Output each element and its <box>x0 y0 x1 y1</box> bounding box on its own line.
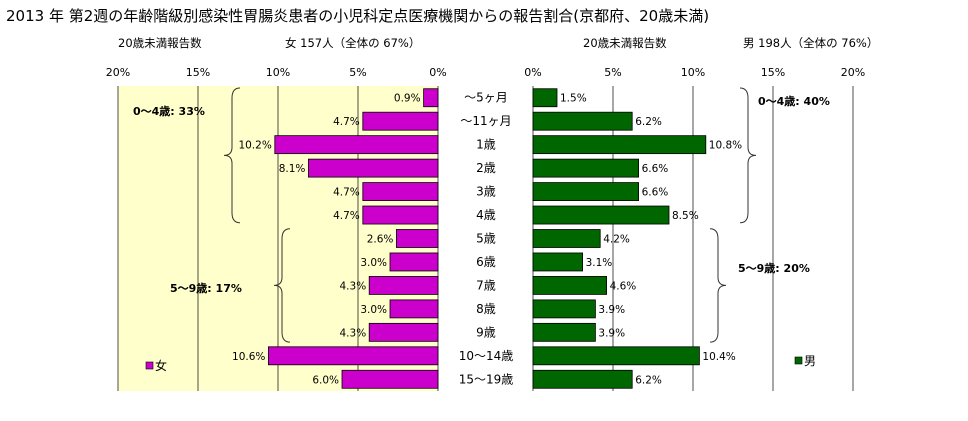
male-bar-label: 6.2% <box>635 116 662 128</box>
male-bar <box>532 299 596 319</box>
male-bar-label: 6.6% <box>642 163 669 175</box>
male-bar <box>532 182 639 201</box>
female-bar <box>341 369 439 389</box>
male-x-tick-label: 20% <box>841 66 865 79</box>
female-bar-label: 4.7% <box>333 187 360 199</box>
chart-title: 2013 年 第2週の年齢階級別感染性胃腸炎患者の小児科定点医療機関からの報告割… <box>6 7 709 25</box>
female-bar-label: 3.0% <box>360 304 387 316</box>
female-bar-label: 10.2% <box>238 140 271 152</box>
female-x-tick-label: 5% <box>349 66 366 79</box>
male-subtitle-count: 20歳未満報告数 <box>583 36 667 50</box>
female-bar <box>267 346 439 366</box>
male-bar <box>532 158 639 178</box>
category-label: 3歳 <box>476 185 496 199</box>
female-bar-label: 0.9% <box>394 93 421 105</box>
female-bar <box>423 88 439 108</box>
female-bar-label: 6.0% <box>312 374 339 386</box>
male-bar-label: 10.8% <box>709 140 742 152</box>
female-x-tick-label: 10% <box>266 66 290 79</box>
male-x-tick-label: 10% <box>681 66 705 79</box>
category-label: ～11ヶ月 <box>460 114 511 128</box>
male-annotation-0-4: 0～4歳: 40% <box>758 94 830 108</box>
category-label: 2歳 <box>476 161 496 175</box>
category-label: 9歳 <box>476 325 496 339</box>
female-bar <box>362 205 439 225</box>
female-legend-swatch <box>145 361 154 370</box>
male-bar <box>532 252 583 272</box>
male-subtitle-total: 男 198人（全体の 76%） <box>743 36 878 50</box>
female-x-tick-label: 0% <box>429 66 446 79</box>
male-bar <box>532 229 601 248</box>
category-label: 8歳 <box>476 302 496 316</box>
category-label: ～5ヶ月 <box>464 91 508 105</box>
female-bar <box>362 111 439 131</box>
female-bar-label: 4.3% <box>340 327 367 339</box>
male-x-tick-label: 15% <box>761 66 785 79</box>
male-bar <box>532 276 607 295</box>
category-label: 15～19歳 <box>459 372 514 386</box>
male-bar-label: 4.6% <box>610 280 637 292</box>
male-bar-label: 1.5% <box>560 93 587 105</box>
male-bar-label: 3.9% <box>598 327 625 339</box>
female-annotation-0-4: 0～4歳: 33% <box>133 104 205 118</box>
male-bar-label: 10.4% <box>702 351 735 363</box>
female-annotation-5-9: 5～9歳: 17% <box>170 281 242 295</box>
category-label: 1歳 <box>476 138 496 152</box>
category-label: 7歳 <box>476 278 496 292</box>
male-bar-label: 6.2% <box>635 374 662 386</box>
female-bar-label: 10.6% <box>232 351 265 363</box>
male-bar-label: 3.9% <box>598 304 625 316</box>
female-bar <box>274 135 439 155</box>
male-bar-label: 8.5% <box>672 210 699 222</box>
female-x-tick-label: 15% <box>186 66 210 79</box>
female-bar <box>362 182 439 201</box>
female-subtitle-count: 20歳未満報告数 <box>118 36 202 50</box>
male-bar-label: 6.6% <box>642 187 669 199</box>
male-brace-5-9 <box>709 228 727 343</box>
female-bar <box>389 252 439 272</box>
female-bar <box>389 299 439 319</box>
female-brace-5-9 <box>273 228 291 343</box>
male-bar <box>532 135 707 155</box>
male-bar <box>532 369 633 389</box>
male-legend-swatch <box>794 356 803 365</box>
category-label: 5歳 <box>476 232 496 246</box>
male-annotation-5-9: 5～9歳: 20% <box>738 261 810 275</box>
female-bar-label: 4.7% <box>333 210 360 222</box>
female-bar-label: 3.0% <box>360 257 387 269</box>
male-bar <box>532 111 633 131</box>
male-bar <box>532 346 700 366</box>
female-x-tick-label: 20% <box>106 66 130 79</box>
category-label: 10～14歳 <box>459 349 514 363</box>
female-bar-label: 4.3% <box>340 280 367 292</box>
male-bar-label: 4.2% <box>603 234 630 246</box>
male-bar <box>532 88 558 108</box>
male-x-tick-label: 5% <box>604 66 621 79</box>
category-label: 4歳 <box>476 208 496 222</box>
male-bar <box>532 322 596 342</box>
female-bar <box>368 322 439 342</box>
male-legend-label: 男 <box>804 354 816 368</box>
category-label: 6歳 <box>476 255 496 269</box>
female-subtitle-total: 女 157人（全体の 67%） <box>285 36 420 50</box>
female-bar <box>395 229 439 248</box>
female-legend-label: 女 <box>155 358 167 373</box>
female-brace-0-4 <box>223 87 241 224</box>
female-bar-label: 4.7% <box>333 116 360 128</box>
female-bar-label: 8.1% <box>279 163 306 175</box>
male-brace-0-4 <box>739 87 757 224</box>
female-bar-label: 2.6% <box>367 234 394 246</box>
female-bar <box>307 158 439 178</box>
male-bar <box>532 205 670 225</box>
male-x-tick-label: 0% <box>524 66 541 79</box>
female-bar <box>368 276 439 295</box>
male-bar-label: 3.1% <box>586 257 613 269</box>
